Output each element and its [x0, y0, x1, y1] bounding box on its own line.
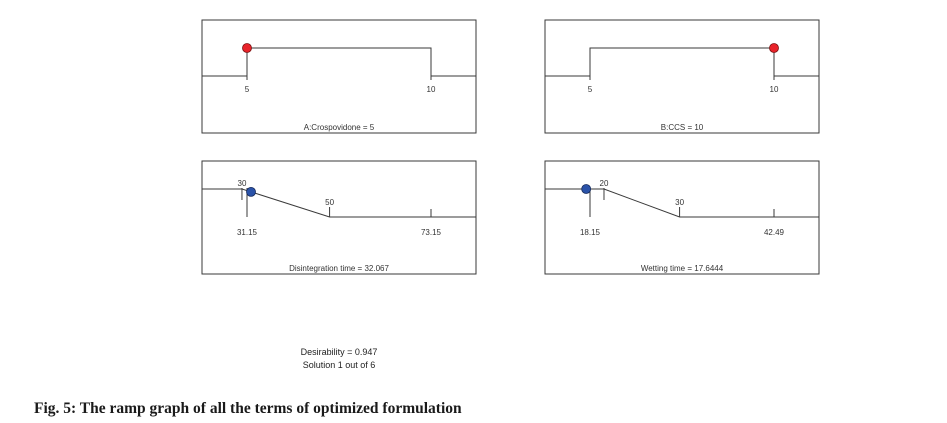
tick-label-low: 31.15 [237, 228, 258, 237]
panel-frame [544, 19, 820, 134]
target-high-label: 50 [325, 198, 334, 207]
panel-title: Wetting time = 17.6444 [641, 264, 724, 273]
panel-frame [201, 19, 477, 134]
tick-label-low: 5 [245, 85, 250, 94]
panel-title: A:Crospovidone = 5 [304, 123, 375, 132]
desirability-ramp-line [545, 47, 819, 77]
tick-label-high: 10 [427, 85, 436, 94]
ramp-panel-disintegration-time: 30 50 31.15 73.15 Disintegration time = … [201, 160, 477, 275]
ramp-panel-crospovidone: 5 10 A:Crospovidone = 5 [201, 19, 477, 134]
solution-point [242, 43, 252, 53]
tick-label-high: 10 [770, 85, 779, 94]
target-low-label: 20 [600, 179, 609, 188]
desirability-value: Desirability = 0.947 [301, 347, 378, 357]
tick-label-high: 73.15 [421, 228, 442, 237]
solution-index: Solution 1 out of 6 [303, 360, 376, 370]
tick-label-high: 42.49 [764, 228, 785, 237]
solution-point [769, 43, 779, 53]
desirability-ramp-line [545, 188, 819, 218]
target-high-label: 30 [675, 198, 684, 207]
panel-title: Disintegration time = 32.067 [289, 264, 389, 273]
panel-title: B:CCS = 10 [661, 123, 704, 132]
solution-point [581, 184, 592, 194]
tick-label-low: 18.15 [580, 228, 601, 237]
figure-caption: Fig. 5: The ramp graph of all the terms … [34, 400, 462, 417]
ramp-panel-wetting-time: 20 30 18.15 42.49 Wetting time = 17.6444 [544, 160, 820, 275]
solution-point [246, 186, 256, 197]
desirability-ramp-line [202, 188, 476, 218]
target-low-label: 30 [238, 179, 247, 188]
desirability-ramp-line [202, 47, 476, 77]
ramp-panel-ccs: 5 10 B:CCS = 10 [544, 19, 820, 134]
tick-label-low: 5 [588, 85, 593, 94]
